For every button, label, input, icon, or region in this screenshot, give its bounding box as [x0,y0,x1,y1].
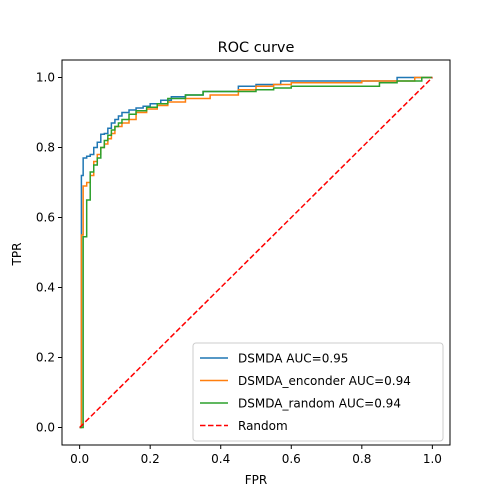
y-tick-label: 0.0 [36,421,55,435]
x-tick-label: 0.8 [352,452,371,466]
x-tick-label: 1.0 [423,452,442,466]
y-tick-label: 0.4 [36,281,55,295]
legend-label-3: Random [238,419,288,433]
x-axis-title: FPR [245,473,267,487]
x-tick-label: 0.2 [141,452,160,466]
x-tick-label: 0.0 [70,452,89,466]
legend-label-2: DSMDA_random AUC=0.94 [238,397,401,411]
y-tick-label: 0.6 [36,211,55,225]
legend: DSMDA AUC=0.95 DSMDA_enconder AUC=0.94 DSM… [193,343,443,441]
legend-label-0: DSMDA AUC=0.95 [238,352,348,366]
x-tick-label: 0.4 [211,452,230,466]
legend-label-1: DSMDA_enconder AUC=0.94 [238,374,411,388]
y-axis-title: TPR [10,243,24,267]
y-tick-label: 1.0 [36,71,55,85]
y-tick-label: 0.2 [36,351,55,365]
chart-title: ROC curve [218,40,295,56]
x-tick-label: 0.6 [282,452,301,466]
y-tick-label: 0.8 [36,141,55,155]
